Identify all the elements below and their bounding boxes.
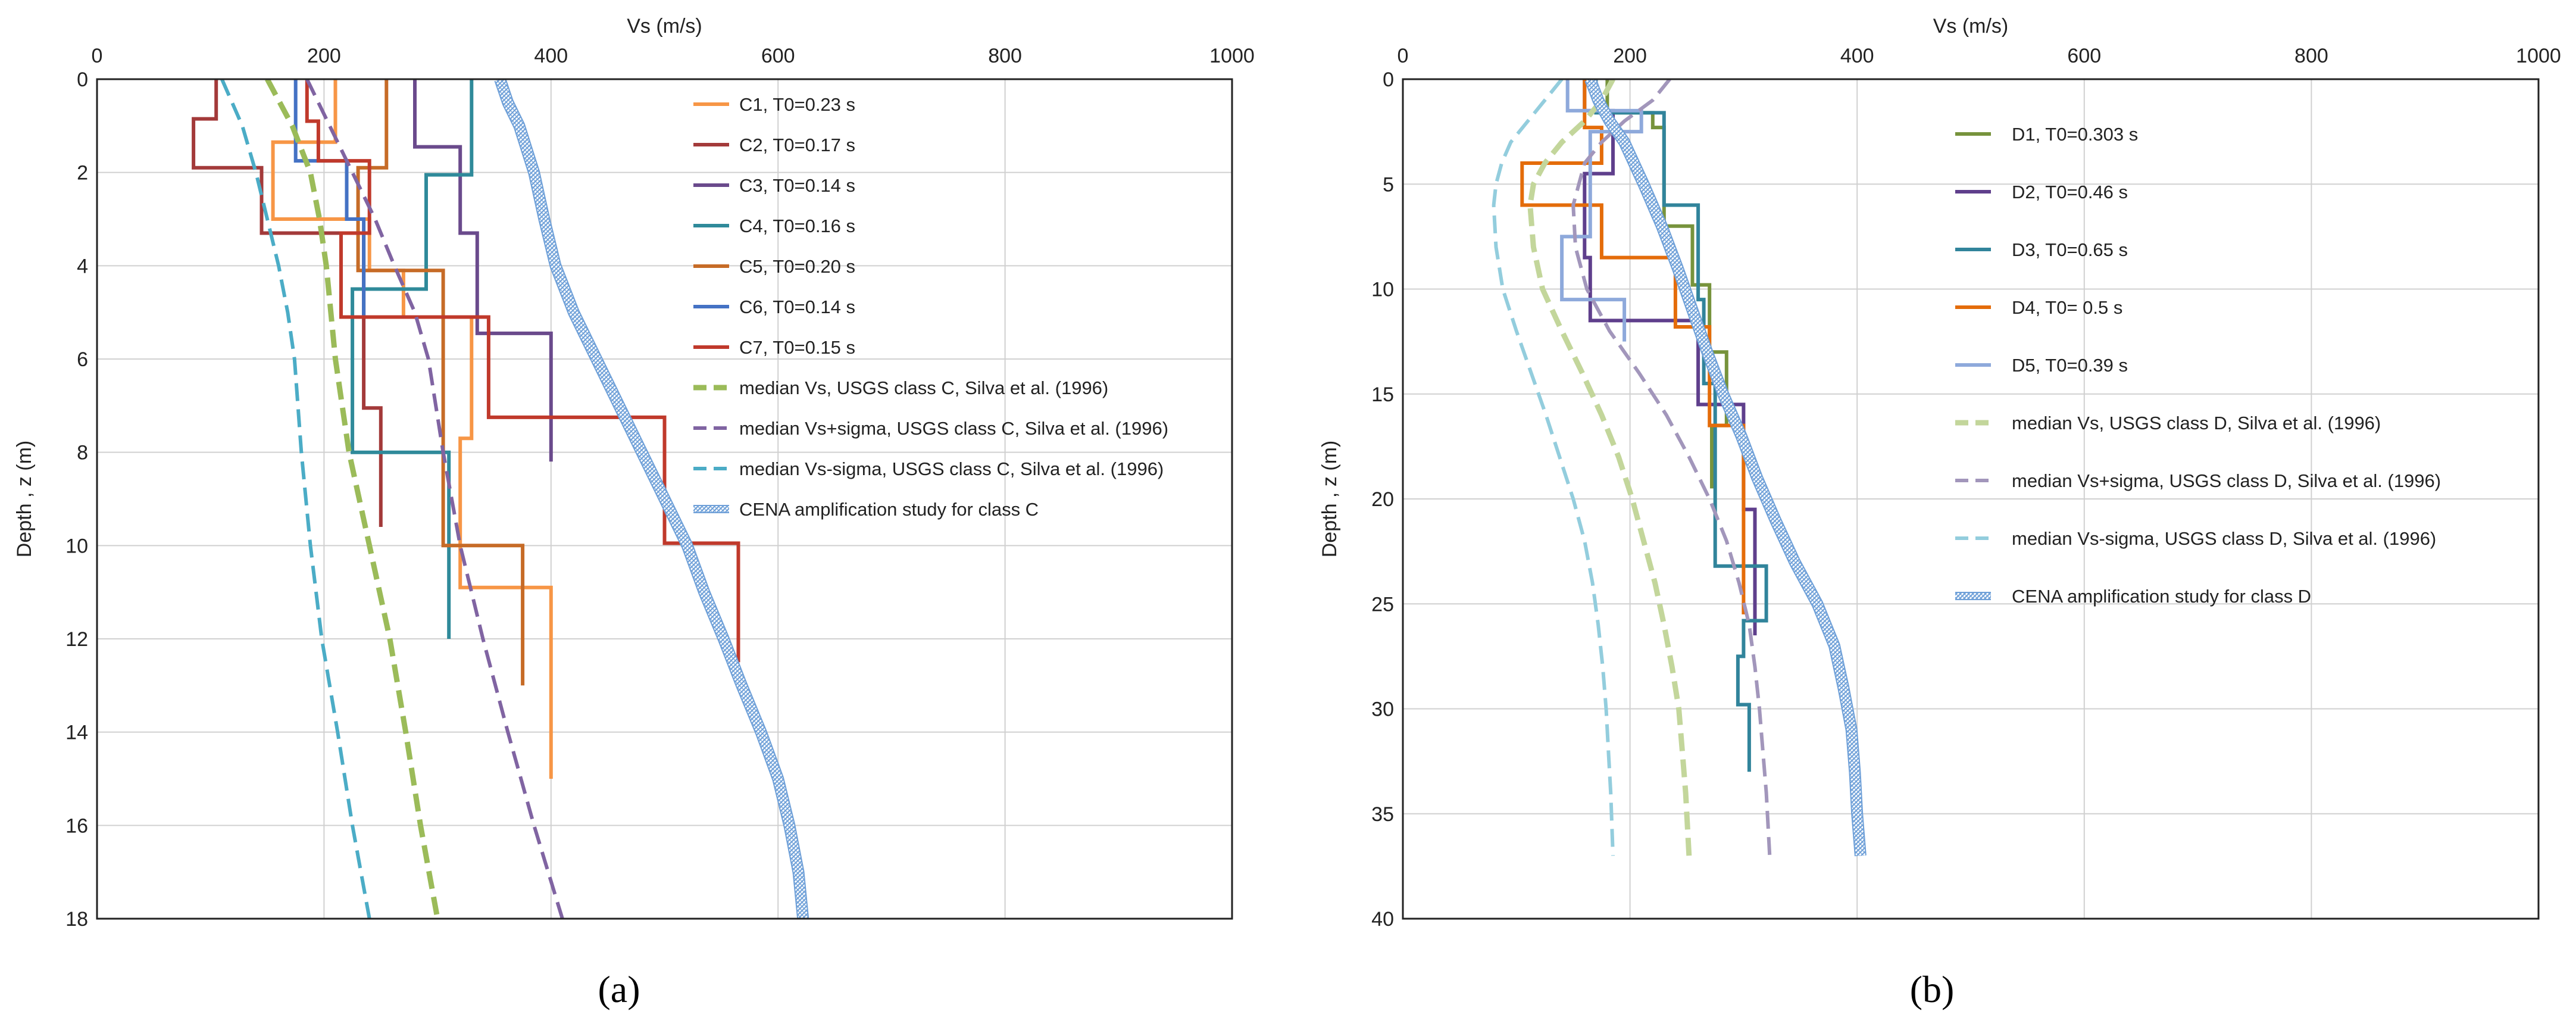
legend-label: C3, T0=0.14 s <box>739 175 855 196</box>
chart-panel-b: 0 200 400 600 800 1000 0 5 10 15 20 25 30 35 40 Vs (m/s… <box>1318 15 2561 1010</box>
series-line-4 <box>351 79 474 639</box>
y-tick-label: 15 <box>1371 383 1394 406</box>
legend-label: D4, T0= 0.5 s <box>2012 297 2122 318</box>
legend-label: D3, T0=0.65 s <box>2012 239 2128 260</box>
legend-label: CENA amplification study for class C <box>739 499 1039 520</box>
legend-label: median Vs+sigma, USGS class D, Silva et … <box>2012 470 2441 491</box>
series-line-7 <box>305 79 740 663</box>
x-tick-label: 800 <box>988 45 1022 67</box>
plot-frame <box>1402 78 2540 920</box>
series-line-9 <box>305 79 564 919</box>
legend-label: median Vs, USGS class C, Silva et al. (1… <box>739 377 1108 398</box>
series-line-9-outline <box>1584 79 1867 857</box>
panel-label: (a) <box>598 968 640 1010</box>
x-tick-label: 400 <box>1840 45 1874 67</box>
y-tick-label: 18 <box>65 908 88 931</box>
series-group <box>1492 79 1867 857</box>
panel-label: (b) <box>1910 968 1955 1010</box>
chart-panel-a: 0 200 400 600 800 1000 0 2 4 6 8 10 12 14 16 18 Vs (m/s)… <box>13 15 1255 1010</box>
legend: C1, T0=0.23 s C2, T0=0.17 s C3, T0=0.14 s C… <box>693 94 1168 520</box>
series-line-2 <box>192 79 383 527</box>
series-group <box>192 79 809 919</box>
y-tick-label: 20 <box>1371 488 1394 511</box>
y-tick-label: 25 <box>1371 593 1394 616</box>
legend-label: D5, T0=0.39 s <box>2012 355 2128 376</box>
y-tick-label: 6 <box>77 348 88 371</box>
legend-label: median Vs+sigma, USGS class C, Silva et … <box>739 418 1168 439</box>
y-tick-label: 10 <box>65 535 88 557</box>
legend-label: C6, T0=0.14 s <box>739 297 855 317</box>
series-line-7 <box>1571 79 1772 856</box>
series-line-5 <box>356 79 525 686</box>
x-tick-label: 1000 <box>1209 45 1255 67</box>
legend-label: C7, T0=0.15 s <box>739 337 855 358</box>
y-tick-label: 16 <box>65 814 88 837</box>
y-tick-label: 10 <box>1371 279 1394 301</box>
y-tick-label: 4 <box>77 255 88 277</box>
series-line-3 <box>413 79 553 462</box>
series-line-10 <box>220 79 371 919</box>
y-axis-title: Depth , z (m) <box>1318 441 1341 557</box>
x-tick-label: 1000 <box>2516 45 2561 67</box>
y-tick-label: 40 <box>1371 908 1394 931</box>
series-line-2 <box>1583 79 1757 636</box>
x-tick-label: 600 <box>2067 45 2101 67</box>
y-tick-label: 0 <box>1383 68 1394 91</box>
x-axis-title: Vs (m/s) <box>627 15 702 38</box>
y-tick-label: 8 <box>77 442 88 464</box>
plot-frame <box>96 78 1233 920</box>
series-line-6 <box>293 79 366 317</box>
legend-label: C2, T0=0.17 s <box>739 135 855 155</box>
legend-label: D1, T0=0.303 s <box>2012 124 2138 145</box>
legend-label: CENA amplification study for class D <box>2012 586 2311 607</box>
x-tick-label: 0 <box>1398 45 1409 67</box>
x-tick-label: 400 <box>534 45 568 67</box>
series-line-3 <box>1594 79 1768 772</box>
y-tick-label: 30 <box>1371 698 1394 721</box>
x-tick-label: 600 <box>761 45 795 67</box>
series-line-9 <box>1586 79 1865 856</box>
y-tick-label: 0 <box>77 68 88 91</box>
x-tick-label: 200 <box>1613 45 1647 67</box>
y-tick-label: 5 <box>1383 173 1394 196</box>
legend-label: median Vs, USGS class D, Silva et al. (1… <box>2012 413 2381 433</box>
series-line-8 <box>1492 79 1615 856</box>
y-tick-label: 12 <box>65 628 88 651</box>
y-axis-title: Depth , z (m) <box>13 441 36 557</box>
y-tick-label: 2 <box>77 162 88 185</box>
y-tick-label: 35 <box>1371 803 1394 826</box>
legend-label: C5, T0=0.20 s <box>739 256 855 277</box>
legend: D1, T0=0.303 s D2, T0=0.46 s D3, T0=0.65 s… <box>1955 124 2441 607</box>
x-tick-label: 200 <box>307 45 341 67</box>
x-axis-title: Vs (m/s) <box>1933 15 2009 38</box>
legend-label: D2, T0=0.46 s <box>2012 182 2128 202</box>
series-line-6 <box>1527 79 1692 856</box>
legend-label: C4, T0=0.16 s <box>739 216 855 236</box>
x-tick-label: 0 <box>92 45 103 67</box>
series-line-11 <box>495 79 808 919</box>
series-line-8 <box>265 79 440 919</box>
legend-label: median Vs-sigma, USGS class C, Silva et … <box>739 458 1164 479</box>
legend-label: C1, T0=0.23 s <box>739 94 855 115</box>
y-tick-label: 14 <box>65 722 88 744</box>
x-tick-label: 800 <box>2294 45 2328 67</box>
series-line-1 <box>271 79 553 779</box>
legend-label: median Vs-sigma, USGS class D, Silva et … <box>2012 528 2436 549</box>
